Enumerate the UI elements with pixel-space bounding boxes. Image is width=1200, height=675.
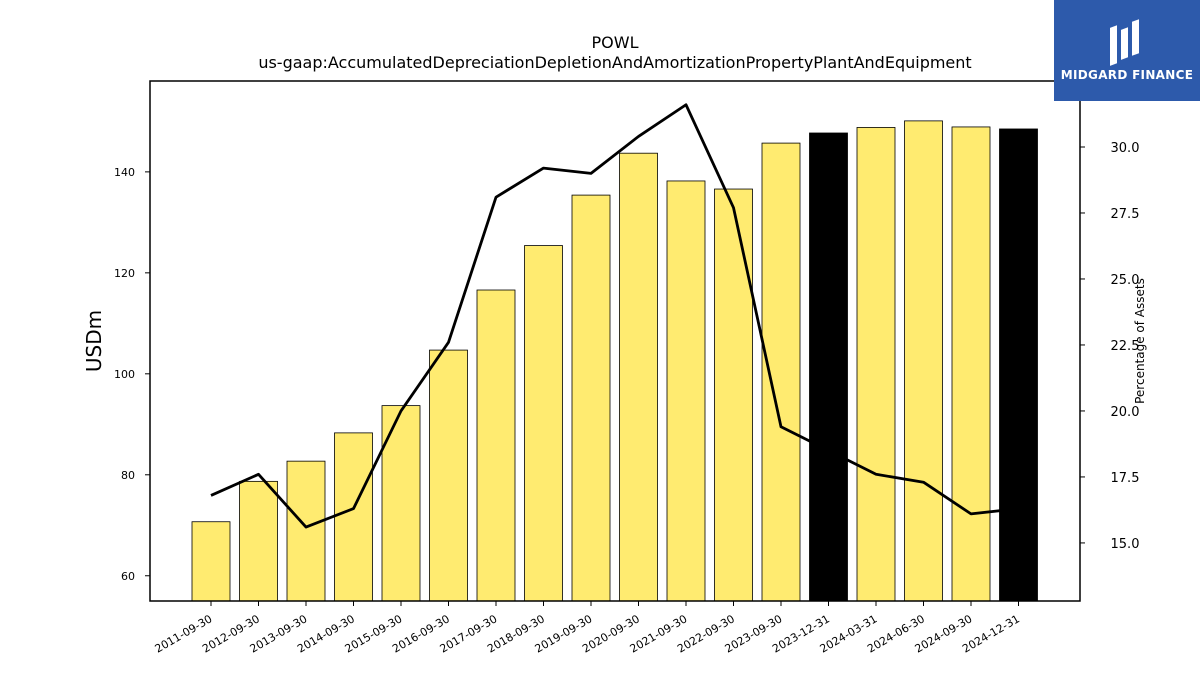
- bar-group: [192, 121, 1038, 601]
- bar-2024-09-30: [952, 127, 990, 601]
- bar-2024-12-31: [1000, 129, 1038, 601]
- y-tick-label: 60: [121, 570, 135, 583]
- x-axis-ticks: 2011-09-302012-09-302013-09-302014-09-30…: [153, 601, 1022, 656]
- logo: MIDGARD FINANCE: [1054, 0, 1200, 101]
- bar-2017-09-30: [477, 290, 515, 601]
- y2-tick-label: 15.0: [1111, 537, 1140, 552]
- bar-2015-09-30: [382, 406, 420, 601]
- bar-2012-09-30: [240, 481, 278, 601]
- y-axis-label: USDm: [82, 310, 106, 372]
- bar-2013-09-30: [287, 461, 325, 601]
- bar-2021-09-30: [667, 181, 705, 601]
- bar-2016-09-30: [430, 350, 468, 601]
- y2-tick-label: 20.0: [1111, 405, 1140, 420]
- bar-2014-09-30: [335, 433, 373, 601]
- y-tick-label: 80: [121, 469, 135, 482]
- logo-icon: [1104, 10, 1150, 70]
- bar-2023-12-31: [810, 133, 848, 601]
- logo-text: MIDGARD FINANCE: [1054, 68, 1200, 82]
- bar-2018-09-30: [525, 246, 563, 601]
- bar-2019-09-30: [572, 195, 610, 601]
- chart-title: POWL: [592, 33, 639, 52]
- y-axis-ticks: 60 80 100 120 140: [114, 166, 150, 583]
- y2-axis-label: Percentage of Assets: [1133, 278, 1147, 404]
- y-tick-label: 120: [114, 267, 135, 280]
- y2-axis-ticks: 15.017.520.022.525.027.530.0: [1080, 141, 1139, 552]
- bar-2024-03-31: [857, 127, 895, 601]
- bar-2022-09-30: [715, 189, 753, 601]
- chart-subtitle: us-gaap:AccumulatedDepreciationDepletion…: [258, 53, 971, 72]
- y2-tick-label: 17.5: [1111, 471, 1140, 486]
- y-tick-label: 140: [114, 166, 135, 179]
- y2-tick-label: 27.5: [1111, 207, 1140, 222]
- y-tick-label: 100: [114, 368, 135, 381]
- bar-2024-06-30: [905, 121, 943, 601]
- y2-tick-label: 30.0: [1111, 141, 1140, 156]
- line-group: [211, 105, 1019, 527]
- bar-2011-09-30: [192, 522, 230, 601]
- percentage-line: [211, 105, 1019, 527]
- bar-2020-09-30: [620, 153, 658, 601]
